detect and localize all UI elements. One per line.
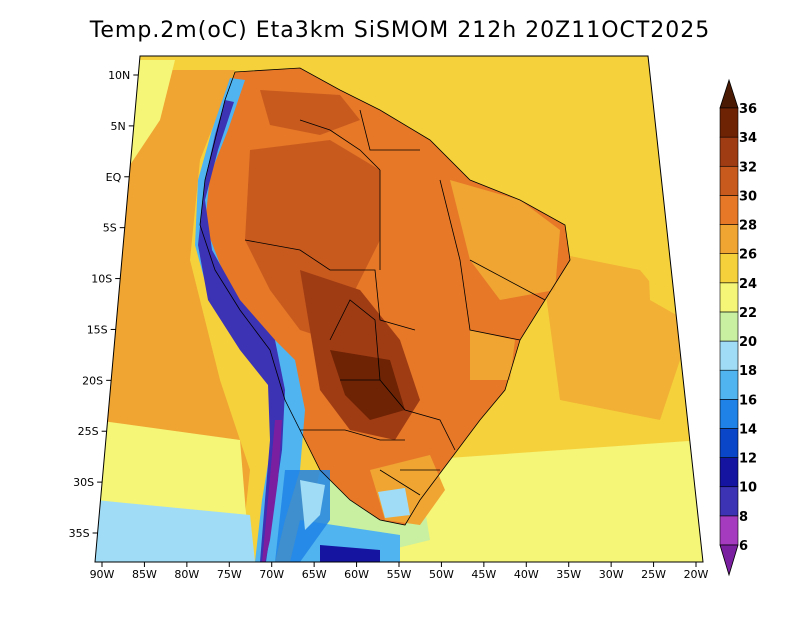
lat-label: EQ bbox=[106, 171, 122, 184]
lon-label: 35W bbox=[556, 568, 581, 581]
colorbar-label: 18 bbox=[739, 364, 757, 379]
colorbar-label: 12 bbox=[739, 452, 757, 467]
lon-label: 50W bbox=[429, 568, 454, 581]
lon-label: 30W bbox=[599, 568, 624, 581]
lon-label: 65W bbox=[302, 568, 327, 581]
lat-label: 20S bbox=[82, 374, 103, 387]
lon-label: 85W bbox=[132, 568, 157, 581]
lat-label: 25S bbox=[78, 425, 99, 438]
colorbar-bin bbox=[719, 253, 739, 284]
colorbar-bin bbox=[719, 224, 739, 254]
map-title: Temp.2m(oC) Eta3km SiSMOM 212h 20Z11OCT2… bbox=[89, 18, 711, 43]
lon-label: 40W bbox=[514, 568, 539, 581]
lat-label: 35S bbox=[69, 527, 90, 540]
colorbar-label: 32 bbox=[739, 160, 757, 175]
colorbar-min-arrow bbox=[719, 544, 739, 577]
colorbar-label: 16 bbox=[739, 393, 757, 408]
lon-label: 90W bbox=[90, 568, 115, 581]
colorbar-bin bbox=[719, 457, 739, 488]
colorbar-bin bbox=[719, 399, 739, 429]
colorbar-bin bbox=[719, 428, 739, 458]
lat-label: 30S bbox=[73, 476, 94, 489]
colorbar-label: 22 bbox=[739, 306, 757, 321]
lat-label: 5S bbox=[103, 222, 117, 235]
colorbar-bin bbox=[719, 107, 739, 138]
colorbar-label: 6 bbox=[739, 539, 748, 554]
colorbar-label: 20 bbox=[739, 335, 757, 350]
colorbar-label: 34 bbox=[739, 131, 757, 146]
colorbar-label: 36 bbox=[739, 102, 757, 117]
country-borders bbox=[199, 67, 571, 526]
lon-label: 70W bbox=[259, 568, 284, 581]
lon-label: 80W bbox=[174, 568, 199, 581]
colorbar-label: 30 bbox=[739, 189, 757, 204]
lon-label: 20W bbox=[684, 568, 709, 581]
colorbar-label: 24 bbox=[739, 277, 757, 292]
colorbar-label: 28 bbox=[739, 219, 757, 234]
lon-label: 75W bbox=[217, 568, 242, 581]
lon-label: 25W bbox=[641, 568, 666, 581]
lon-label: 60W bbox=[344, 568, 369, 581]
colorbar-bin bbox=[719, 486, 739, 517]
temperature-field bbox=[95, 56, 703, 562]
colorbar-label: 26 bbox=[739, 248, 757, 263]
colorbar-bin bbox=[719, 282, 739, 313]
colorbar-max-arrow bbox=[719, 78, 739, 109]
lat-label: 15S bbox=[87, 323, 108, 336]
lat-label: 10S bbox=[91, 273, 112, 286]
colorbar: 6 8 10 12 14 16 18 20 22 24 26 28 30 32 34 36 bbox=[719, 78, 757, 577]
colorbar-label: 8 bbox=[739, 510, 748, 525]
colorbar-bin bbox=[719, 136, 739, 167]
colorbar-bin bbox=[719, 369, 739, 400]
lat-label: 5N bbox=[111, 120, 126, 133]
colorbar-bin bbox=[719, 515, 739, 546]
lat-label: 10N bbox=[108, 69, 130, 82]
colorbar-bin bbox=[719, 165, 739, 196]
colorbar-label: 10 bbox=[739, 481, 757, 496]
colorbar-bin bbox=[719, 195, 739, 225]
lon-label: 45W bbox=[471, 568, 496, 581]
lon-label: 55W bbox=[387, 568, 412, 581]
colorbar-bin bbox=[719, 311, 739, 342]
colorbar-bin bbox=[719, 340, 739, 371]
colorbar-label: 14 bbox=[739, 422, 757, 437]
map-border bbox=[94, 55, 704, 563]
